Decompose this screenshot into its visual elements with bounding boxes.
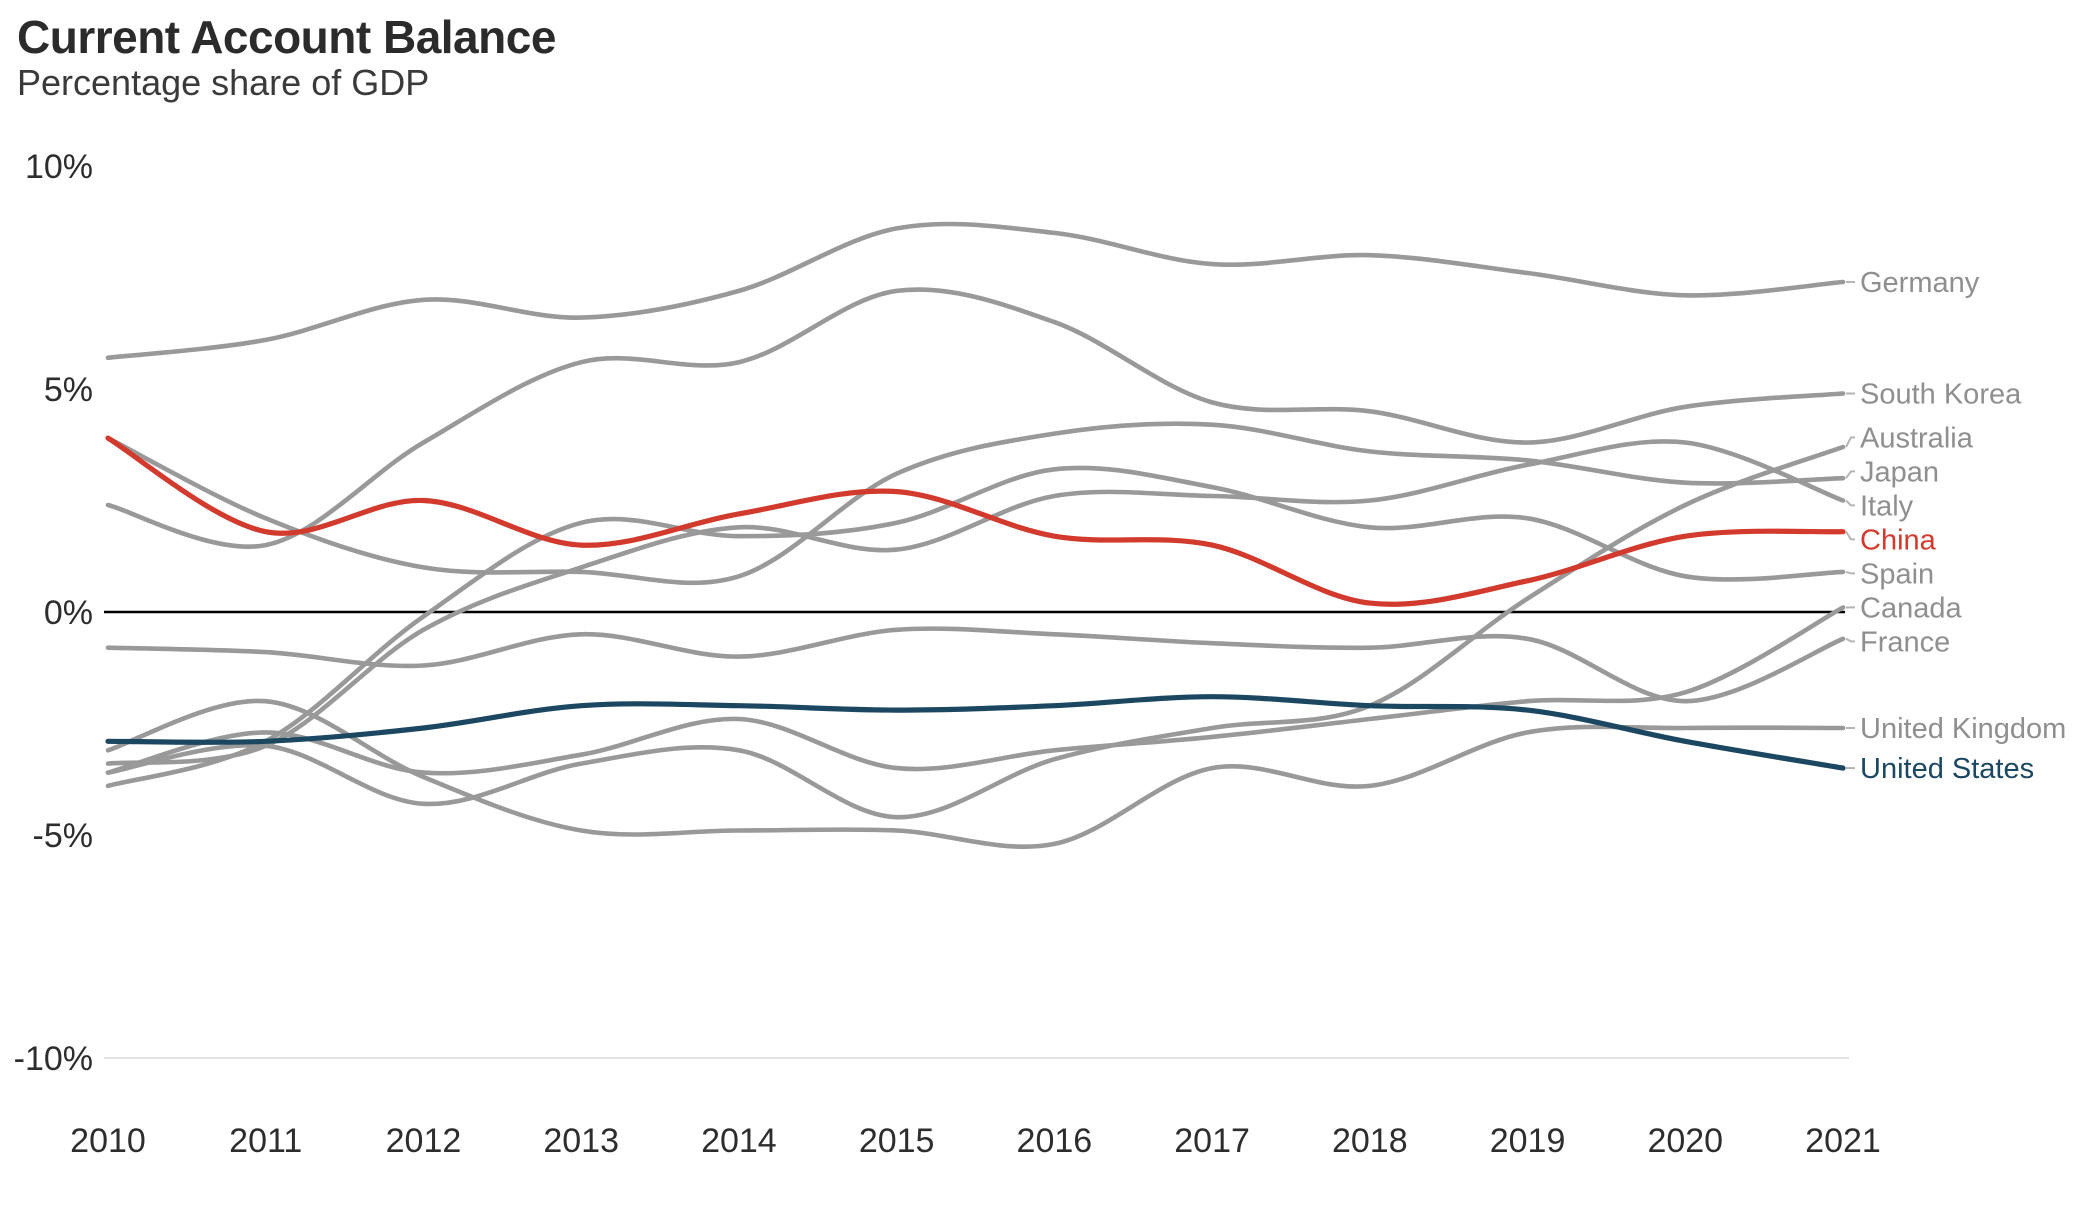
series-label-south-korea: South Korea (1860, 379, 2022, 411)
y-tick-label-10: 10% (25, 148, 93, 186)
x-tick-label-2011: 2011 (229, 1122, 302, 1160)
label-connector-japan (1845, 470, 1855, 479)
x-tick-label-2015: 2015 (859, 1122, 935, 1160)
x-tick-label-2021: 2021 (1805, 1122, 1881, 1160)
label-connector-italy (1845, 499, 1855, 507)
series-label-spain: Spain (1860, 558, 1934, 590)
x-tick-label-2012: 2012 (386, 1122, 462, 1160)
series-label-united-states: United States (1860, 753, 2034, 785)
series-label-germany: Germany (1860, 267, 1980, 299)
line-united-states (105, 694, 1846, 771)
x-tick-label-2016: 2016 (1017, 1122, 1093, 1160)
line-australia (105, 444, 1846, 820)
series-label-canada: Canada (1860, 592, 1962, 624)
x-tick-label-2014: 2014 (701, 1122, 777, 1160)
label-connector-france (1845, 637, 1855, 643)
x-tick-label-2017: 2017 (1174, 1122, 1250, 1160)
line-china (105, 435, 1846, 607)
line-spain (105, 465, 1846, 789)
line-united-kingdom (105, 698, 1846, 849)
chart-subtitle: Percentage share of GDP (17, 62, 430, 103)
line-italy (105, 439, 1846, 766)
series-label-france: France (1860, 626, 1950, 658)
y-tick-label--5: -5% (33, 817, 93, 855)
label-connector-china (1845, 531, 1855, 541)
y-tick-label--10: -10% (14, 1040, 93, 1078)
y-tick-label-5: 5% (44, 371, 93, 409)
series-label-china: China (1860, 524, 1937, 556)
line-canada (105, 605, 1846, 776)
y-tick-label-0: 0% (44, 594, 93, 632)
series-label-united-kingdom: United Kingdom (1860, 713, 2066, 745)
chart-title: Current Account Balance (17, 11, 556, 63)
x-tick-label-2018: 2018 (1332, 1122, 1408, 1160)
series-label-italy: Italy (1860, 490, 1914, 522)
label-connector-australia (1845, 436, 1855, 448)
series-label-japan: Japan (1860, 456, 1939, 488)
line-south-korea (105, 287, 1846, 549)
line-germany (105, 221, 1846, 361)
x-tick-label-2013: 2013 (543, 1122, 619, 1160)
label-connector-spain (1845, 570, 1855, 575)
line-japan (105, 421, 1846, 586)
x-tick-label-2020: 2020 (1647, 1122, 1723, 1160)
line-france (105, 626, 1846, 704)
x-tick-label-2010: 2010 (70, 1122, 146, 1160)
x-tick-label-2019: 2019 (1490, 1122, 1566, 1160)
series-label-australia: Australia (1860, 422, 1974, 454)
